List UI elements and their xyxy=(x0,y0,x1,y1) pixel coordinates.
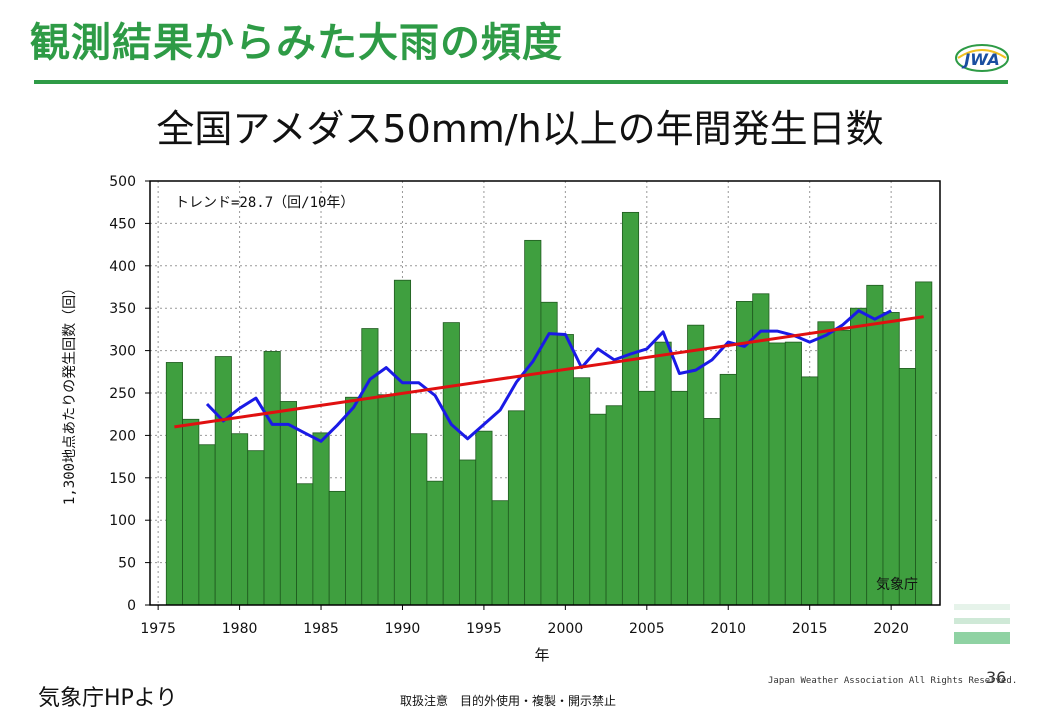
bar xyxy=(442,322,460,606)
series-line xyxy=(205,309,892,443)
bar xyxy=(621,211,640,606)
bar xyxy=(507,410,526,606)
title-underline xyxy=(34,80,1008,84)
bar xyxy=(850,307,868,606)
bar xyxy=(361,328,379,606)
bar xyxy=(638,390,656,606)
bar xyxy=(491,500,509,606)
bar xyxy=(817,321,835,606)
credit-label: 気象庁 xyxy=(876,577,918,593)
bar xyxy=(182,418,200,606)
chart-title: 全国アメダス50mm/h以上の年間発生日数 xyxy=(156,107,884,151)
series-line xyxy=(174,315,924,429)
bar xyxy=(475,430,493,606)
bar xyxy=(605,405,623,606)
y-tick-label: 0 xyxy=(127,598,136,614)
x-axis-label: 年 xyxy=(534,646,549,664)
x-tick-label: 2010 xyxy=(710,621,746,637)
x-tick-label: 1980 xyxy=(222,621,258,637)
bar xyxy=(198,444,216,606)
bar xyxy=(833,329,851,606)
bar xyxy=(866,284,884,606)
y-tick-label: 450 xyxy=(109,216,136,232)
bar xyxy=(589,413,607,606)
y-tick-label: 400 xyxy=(109,259,136,275)
x-tick-label: 2015 xyxy=(792,621,828,637)
x-tick-label: 2000 xyxy=(548,621,584,637)
y-tick-label: 100 xyxy=(109,513,136,529)
bar xyxy=(263,351,281,606)
y-tick-label: 200 xyxy=(109,428,136,444)
bar xyxy=(703,418,721,606)
jwa-logo: JWA xyxy=(955,44,1009,72)
y-tick-label: 50 xyxy=(118,556,136,572)
bar xyxy=(393,279,412,606)
y-axis-label: 1,300地点あたりの発生回数（回） xyxy=(62,281,78,505)
bar xyxy=(784,341,802,606)
x-tick-label: 1985 xyxy=(303,621,339,637)
x-tick-label: 2005 xyxy=(629,621,665,637)
bar xyxy=(898,368,916,606)
bar xyxy=(410,433,428,606)
bar xyxy=(670,390,688,606)
y-tick-label: 350 xyxy=(109,301,136,317)
bar xyxy=(345,396,363,606)
x-tick-label: 1990 xyxy=(385,621,421,637)
y-tick-label: 500 xyxy=(109,174,136,190)
y-tick-label: 250 xyxy=(109,386,136,402)
bar xyxy=(915,281,933,606)
confidential-notice: 取扱注意 目的外使用・複製・開示禁止 xyxy=(400,694,617,708)
x-tick-label: 2020 xyxy=(873,621,909,637)
x-tick-label: 1975 xyxy=(140,621,176,637)
y-tick-label: 300 xyxy=(109,344,136,360)
bar xyxy=(247,450,265,606)
bar xyxy=(654,341,672,606)
bar xyxy=(377,394,395,606)
bar xyxy=(801,376,819,606)
bar xyxy=(540,301,558,606)
bar xyxy=(312,432,330,606)
bar xyxy=(279,401,297,606)
x-tick-label: 1995 xyxy=(466,621,502,637)
bar xyxy=(719,373,737,606)
y-tick-label: 150 xyxy=(109,471,136,487)
trend-annotation: トレンド=28.7（回/10年） xyxy=(175,195,354,211)
bar xyxy=(524,239,542,606)
bar xyxy=(165,362,183,606)
decorative-stripes xyxy=(954,604,1010,644)
bar xyxy=(556,334,574,606)
bar xyxy=(573,377,591,606)
page-number: 36 xyxy=(986,668,1007,687)
bar xyxy=(231,433,249,606)
source-note: 気象庁HPより xyxy=(38,686,178,711)
bar xyxy=(768,342,786,606)
slide-title: 観測結果からみた大雨の頻度 xyxy=(30,20,563,66)
bar xyxy=(296,483,314,606)
bar xyxy=(328,490,346,606)
copyright: Japan Weather Association All Rights Res… xyxy=(768,676,1018,686)
bar xyxy=(459,459,477,606)
svg-text:JWA: JWA xyxy=(961,50,999,69)
bar xyxy=(426,480,444,606)
bar xyxy=(214,356,232,606)
bar xyxy=(882,312,900,606)
